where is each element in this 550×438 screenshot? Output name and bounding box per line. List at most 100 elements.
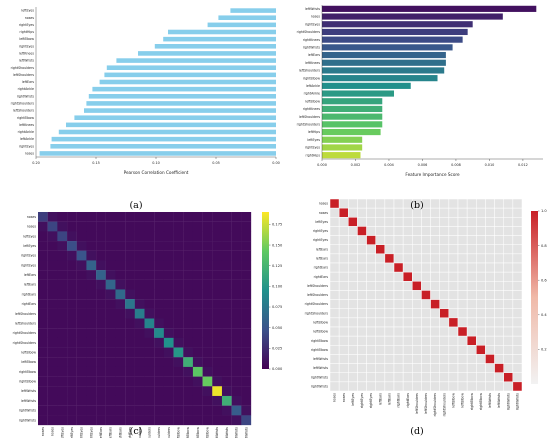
heatmap-cell-c: [96, 337, 106, 348]
heatmap-cell-c: [231, 250, 242, 261]
heatmap-cell-d: [503, 381, 514, 392]
heatmap-cell-d: [375, 198, 386, 209]
heatmap-cell-d: [357, 372, 367, 383]
colorbar-label-c: 0.175: [272, 223, 282, 227]
heatmap-cell-c: [38, 231, 48, 242]
heatmap-cell-c: [47, 337, 58, 348]
heatmap-cell-d: [485, 207, 495, 218]
heatmap-cell-d: [329, 317, 340, 328]
heatmap-cell-c: [163, 357, 174, 368]
heatmap-cell-c: [202, 299, 213, 309]
heatmap-cell-d: [412, 381, 422, 392]
heatmap-cell-c: [86, 299, 97, 309]
heatmap-cell-c: [105, 231, 116, 242]
heatmap-cell-c: [115, 328, 126, 339]
col-label-c: rightElbow: [196, 427, 200, 438]
heatmap-cell-d: [357, 217, 367, 227]
heatmap-cell-d: [393, 244, 404, 255]
heatmap-cell-c: [173, 299, 184, 309]
heatmap-cell-d: [512, 335, 523, 346]
heatmap-cell-d: [448, 226, 459, 236]
heatmap-cell-c: [105, 279, 116, 290]
heatmap-cell-d: [375, 253, 386, 264]
col-label-d: rightEyes: [369, 393, 373, 408]
ytick-label-a: rightShoulders: [11, 66, 35, 70]
bar-b: [322, 136, 363, 143]
heatmap-cell-d: [357, 235, 367, 245]
heatmap-cell-d: [329, 363, 340, 373]
heatmap-cell-c: [105, 386, 116, 397]
heatmap-cell-d: [476, 317, 486, 328]
heatmap-cell-c: [67, 337, 77, 348]
heatmap-cell-c: [221, 386, 232, 397]
row-label-d: rightEars: [314, 266, 329, 270]
heatmap-cell-c: [212, 221, 223, 232]
bar-b: [322, 13, 503, 20]
heatmap-cell-c: [105, 289, 116, 300]
heatmap-cell-c: [221, 279, 232, 290]
heatmap-cell-c: [192, 415, 203, 426]
bar-b: [322, 28, 468, 36]
heatmap-cell-d: [393, 381, 404, 392]
heatmap-cell-c: [134, 308, 145, 319]
heatmap-cell-c: [57, 308, 68, 319]
heatmap-cell-c: [221, 376, 232, 387]
heatmap-cell-c: [115, 299, 126, 309]
heatmap-cell-c: [154, 347, 165, 358]
heatmap-cell-c: [105, 260, 116, 271]
heatmap-cell-c: [173, 376, 184, 387]
ytick-label-a: leftEars: [22, 80, 34, 84]
heatmap-cell-c: [192, 212, 203, 222]
heatmap-cell-c: [57, 241, 68, 251]
heatmap-cell-c: [105, 318, 116, 329]
bar-b: [322, 82, 411, 89]
heatmap-cell-d: [476, 299, 486, 309]
heatmap-cell-d: [485, 317, 495, 328]
row-label-c: rightEyes: [21, 263, 36, 267]
heatmap-cell-c: [76, 318, 87, 329]
heatmap-cell-d: [366, 244, 376, 255]
heatmap-cell-d: [512, 381, 523, 392]
heatmap-cell-d: [348, 308, 358, 319]
heatmap-cell-c: [212, 337, 223, 348]
heatmap-cell-d: [457, 198, 468, 209]
heatmap-cell-d: [357, 363, 367, 373]
heatmap-cell-c: [144, 260, 155, 271]
heatmap-cell-d: [466, 281, 477, 291]
heatmap-cell-d: [357, 290, 367, 300]
heatmap-cell-c: [105, 395, 116, 406]
heatmap-cell-d: [393, 281, 404, 291]
row-label-d: noses: [319, 211, 329, 215]
heatmap-cell-c: [76, 357, 87, 368]
heatmap-cell-d: [430, 198, 440, 209]
heatmap-cell-d: [338, 244, 349, 255]
heatmap-cell-d: [485, 290, 495, 300]
bar-b: [322, 36, 463, 43]
heatmap-cell-c: [202, 318, 213, 329]
row-label-d: rightShoulders: [305, 302, 329, 306]
heatmap-cell-d: [375, 271, 386, 282]
row-label-d: rightElbow: [311, 339, 328, 343]
heatmap-cell-d: [457, 372, 468, 383]
heatmap-cell-d: [393, 207, 404, 218]
heatmap-cell-c: [212, 308, 223, 319]
heatmap-cell-d: [494, 381, 504, 392]
heatmap-cell-d: [421, 217, 431, 227]
ytick-label-b: leftAnkle: [306, 84, 320, 88]
heatmap-cell-c: [38, 415, 48, 426]
heatmap-cell-c: [76, 250, 87, 261]
colorbar-label-c: 0.075: [272, 305, 282, 309]
heatmap-cell-d: [512, 326, 523, 337]
colorbar-label-c: 0.025: [272, 347, 282, 351]
heatmap-cell-d: [412, 281, 422, 291]
colorbar-label-c: 0.050: [272, 326, 283, 330]
heatmap-cell-c: [192, 231, 203, 242]
heatmap-cell-c: [134, 328, 145, 339]
heatmap-cell-d: [375, 235, 386, 245]
heatmap-cell-d: [503, 262, 514, 273]
heatmap-cell-c: [134, 376, 145, 387]
xtick-label-a: 0.00: [272, 161, 280, 165]
heatmap-cell-d: [357, 262, 367, 273]
heatmap-cell-c: [134, 270, 145, 280]
heatmap-cell-d: [466, 372, 477, 383]
